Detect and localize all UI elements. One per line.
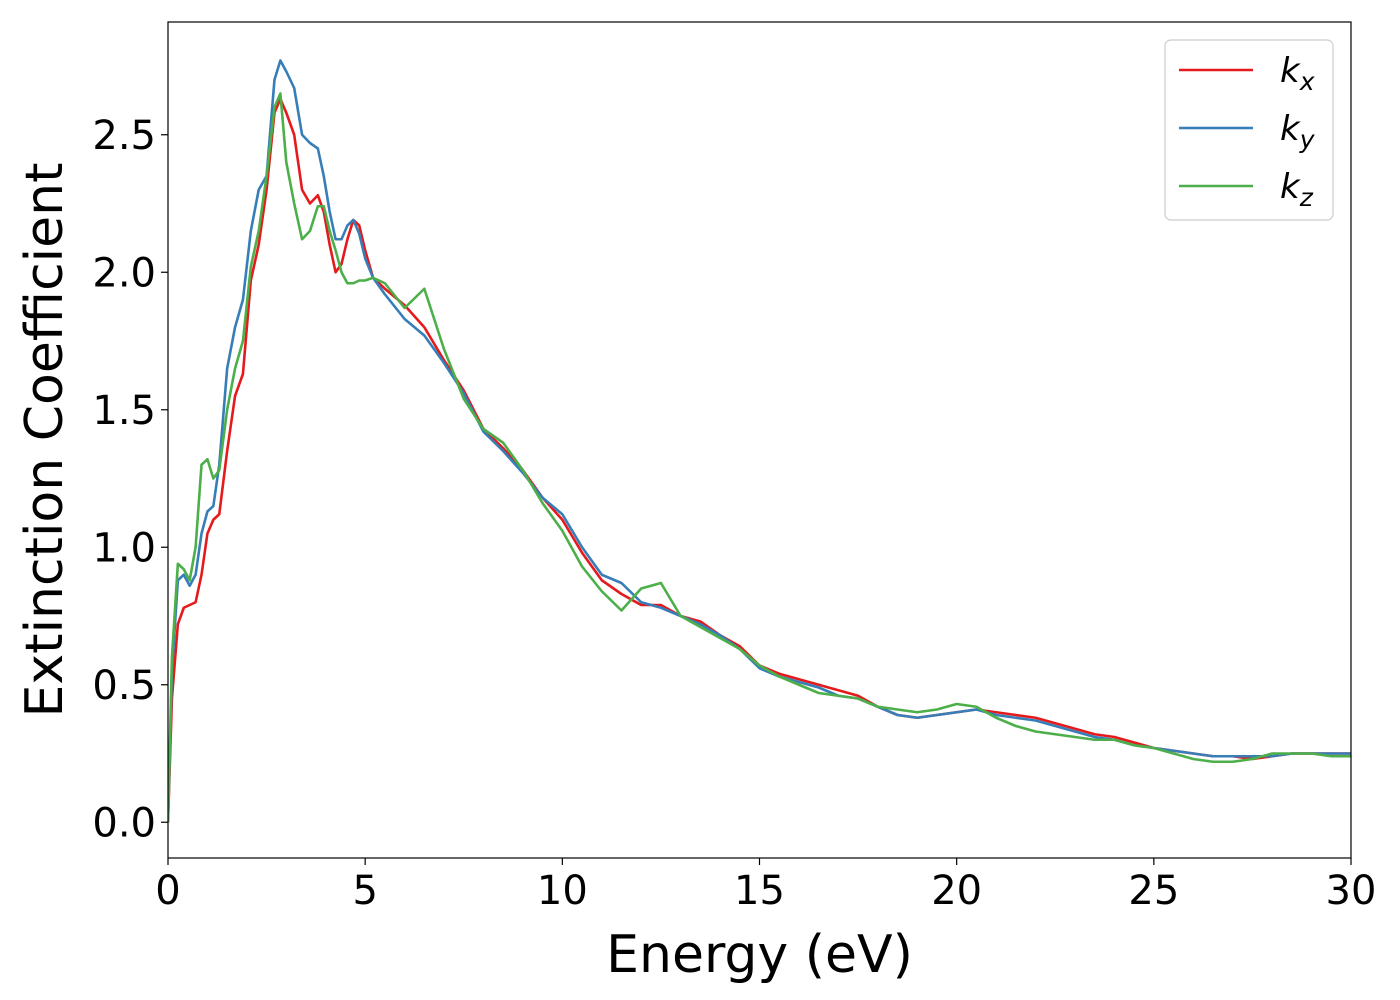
x-tick-label: 0: [155, 868, 180, 914]
x-tick-label: 5: [352, 868, 377, 914]
series-line-z: [168, 92, 1351, 823]
y-tick-label: 2.0: [92, 250, 156, 296]
y-tick-label: 1.5: [92, 388, 156, 434]
legend-label-z: kz: [1280, 167, 1314, 212]
series-line-x: [168, 97, 1351, 823]
legend-label-y: ky: [1280, 109, 1316, 154]
x-tick-label: 15: [734, 868, 785, 914]
y-tick-label: 2.5: [92, 113, 156, 159]
x-tick-label: 10: [537, 868, 588, 914]
legend-label-x: kx: [1280, 51, 1315, 96]
x-tick-label: 25: [1128, 868, 1179, 914]
legend-box: [1164, 39, 1334, 221]
x-tick-label: 20: [931, 868, 982, 914]
x-axis-title: Energy (eV): [606, 925, 913, 985]
y-tick-label: 0.0: [92, 800, 156, 846]
y-tick-label: 1.0: [92, 525, 156, 571]
x-axis: 0 5 10 15 20 25 30: [155, 858, 1376, 914]
legend: kx ky kz: [1164, 39, 1334, 221]
y-axis: 0.0 0.5 1.0 1.5 2.0 2.5: [92, 113, 168, 846]
y-tick-label: 0.5: [92, 663, 156, 709]
x-tick-label: 30: [1326, 868, 1377, 914]
series-line-y: [168, 59, 1351, 823]
y-axis-title: Extinction Coefficient: [15, 163, 75, 718]
plot-lines: [168, 59, 1351, 823]
